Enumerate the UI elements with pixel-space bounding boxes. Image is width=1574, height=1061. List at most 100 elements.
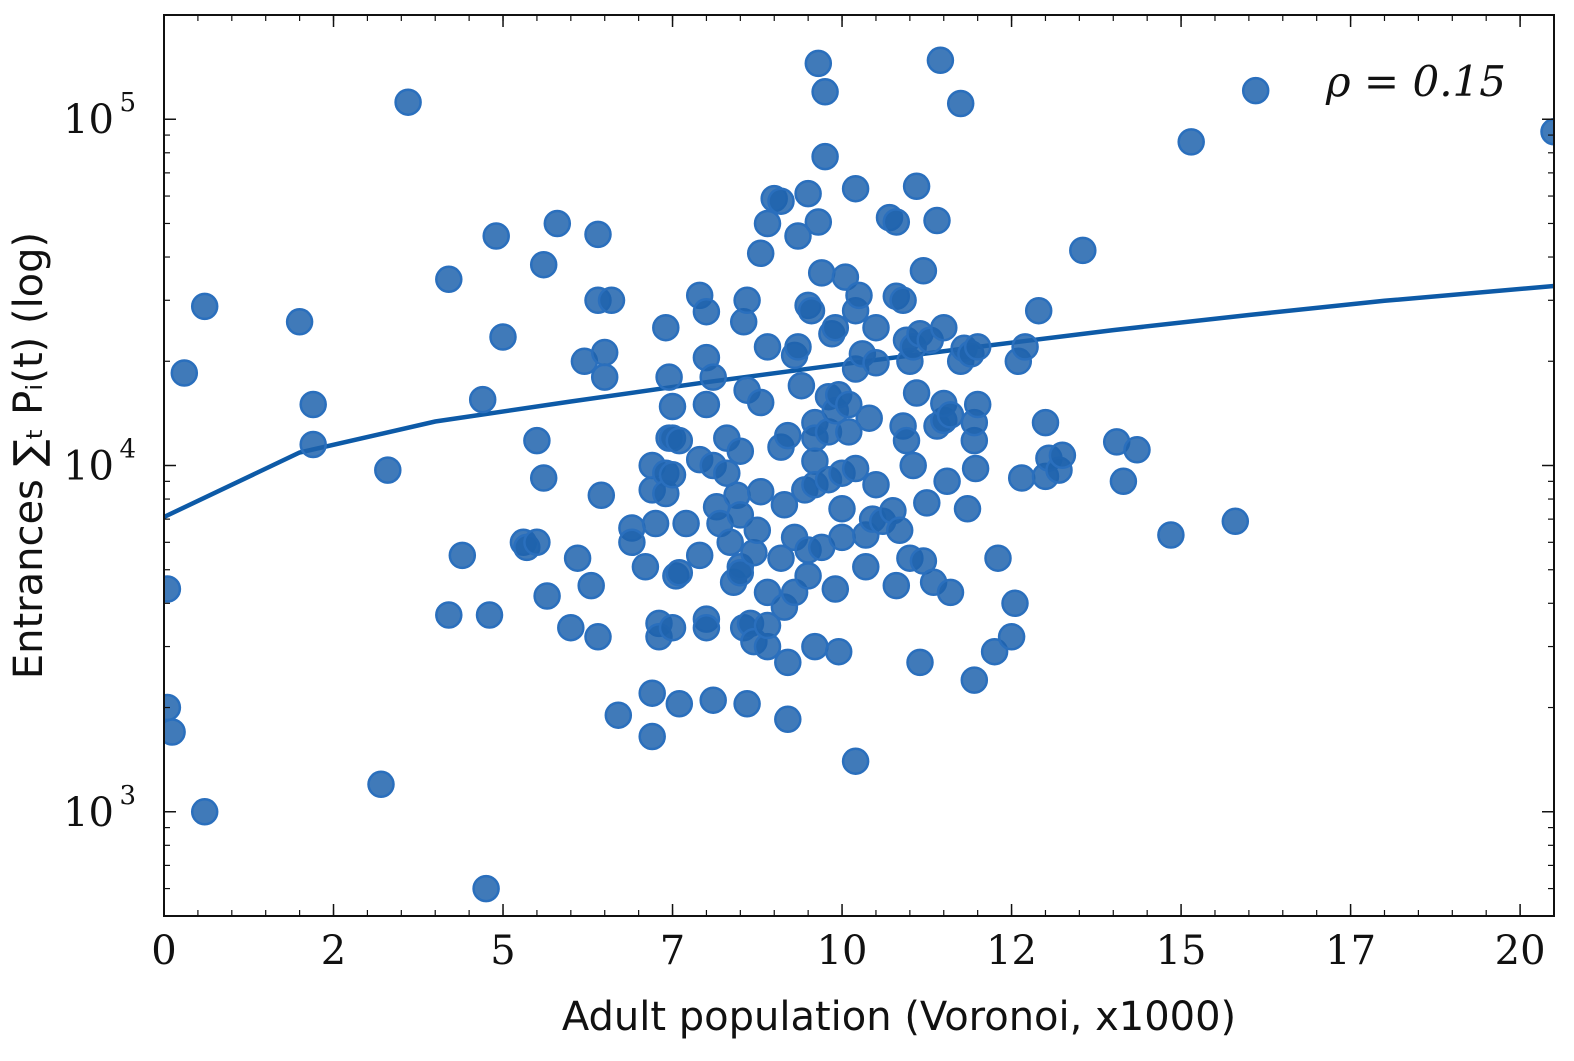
- scatter-point: [692, 297, 721, 326]
- scatter-point: [852, 553, 880, 581]
- scatter-point: [882, 208, 911, 236]
- scatter-point: [631, 553, 660, 581]
- scatter-point: [906, 648, 934, 677]
- y-tick-label: 10: [63, 97, 114, 143]
- scatter-point: [726, 559, 755, 587]
- scatter-point: [1001, 589, 1029, 618]
- fit-line: [163, 283, 1555, 520]
- x-tick-label: 2: [321, 928, 346, 974]
- scatter-point: [299, 390, 327, 419]
- scatter-point: [828, 495, 856, 523]
- scatter-point: [753, 333, 782, 361]
- scatter-point: [726, 501, 755, 529]
- scatter-point: [892, 426, 921, 455]
- scatter-point: [641, 509, 670, 538]
- scatter-point: [984, 544, 1012, 572]
- scatter-point: [794, 179, 822, 208]
- scatter-point: [811, 142, 839, 171]
- scatter-point: [787, 371, 816, 400]
- scatter-point: [658, 392, 687, 421]
- scatter-point: [767, 544, 795, 572]
- scatter-point: [923, 206, 951, 235]
- scatter-point: [726, 437, 755, 465]
- y-tick-label: 10: [63, 444, 114, 490]
- scatter-point: [807, 259, 836, 287]
- scatter-point: [374, 456, 402, 484]
- y-tick-exponent: 3: [119, 781, 136, 811]
- scatter-point: [533, 582, 561, 610]
- scatter-point: [557, 613, 585, 642]
- scatter-point: [1011, 333, 1039, 361]
- scatter-point: [655, 363, 683, 391]
- scatter-point: [577, 571, 605, 600]
- scatter-point: [482, 222, 510, 250]
- scatter-point: [1069, 236, 1097, 265]
- fit-layer: [163, 283, 1555, 520]
- scatter-point: [523, 528, 551, 557]
- scatter-point: [285, 308, 314, 336]
- scatter-point: [1157, 521, 1185, 549]
- x-tick-labels: 0 2 5 7 10 12 15 17 20: [151, 928, 1545, 974]
- scatter-point: [604, 701, 633, 729]
- scatter-point: [170, 359, 199, 387]
- scatter-point: [190, 292, 219, 321]
- scatter-point: [841, 747, 870, 775]
- scatter-point: [774, 705, 802, 734]
- scatter-point: [692, 613, 721, 642]
- scatter-point: [835, 418, 863, 446]
- scatter-point: [828, 523, 856, 552]
- scatter-point: [665, 559, 694, 587]
- scatter-point: [590, 338, 619, 367]
- scatter-point: [468, 385, 497, 414]
- scatter-point: [801, 632, 829, 661]
- scatter-point: [716, 528, 744, 557]
- scatter-point: [665, 690, 694, 718]
- scatter-point: [472, 874, 500, 903]
- scatter-point: [770, 491, 799, 519]
- scatter-point: [692, 390, 721, 419]
- scatter-point: [529, 464, 558, 492]
- scatter-point: [841, 174, 870, 203]
- scatter-point: [1007, 464, 1036, 492]
- scatter-point: [804, 208, 833, 236]
- scatter-point: [448, 541, 477, 570]
- scatter-point: [699, 686, 727, 714]
- scatter-point: [746, 239, 775, 268]
- y-tick-exponent: 5: [119, 88, 136, 118]
- scatter-point: [665, 426, 694, 455]
- x-axis-label: Adult population (Voronoi, x1000): [562, 994, 1236, 1040]
- scatter-point: [1048, 441, 1077, 470]
- scatter-point: [746, 477, 775, 506]
- scatter-point: [980, 637, 1009, 666]
- scatter-point: [997, 623, 1026, 651]
- scatter-point: [164, 718, 186, 746]
- scatter-point: [435, 601, 463, 629]
- scatter-point: [835, 390, 863, 419]
- scatter-point: [563, 544, 592, 572]
- scatter-point: [784, 222, 812, 250]
- scatter-point: [933, 467, 961, 496]
- scatter-point: [899, 451, 927, 480]
- scatter-point: [902, 172, 931, 201]
- scatter-point: [584, 220, 612, 249]
- scatter-point: [753, 611, 782, 640]
- scatter-point: [794, 562, 822, 590]
- scatter-point: [804, 49, 833, 78]
- scatter-point: [190, 798, 219, 826]
- scatter-point: [638, 679, 666, 707]
- scatter-point: [913, 489, 941, 517]
- scatter-point: [1177, 128, 1205, 156]
- scatter-point: [936, 401, 965, 429]
- scatter-point: [733, 690, 761, 718]
- scatter-point: [862, 470, 890, 499]
- scatter-point: [926, 46, 955, 75]
- scatter-point: [685, 541, 714, 570]
- scatter-point: [841, 454, 870, 483]
- scatter-point: [811, 78, 839, 106]
- scatter-point: [746, 388, 775, 417]
- scatter-point: [831, 263, 860, 291]
- scatter-point: [909, 257, 938, 285]
- scatter-point: [367, 770, 395, 799]
